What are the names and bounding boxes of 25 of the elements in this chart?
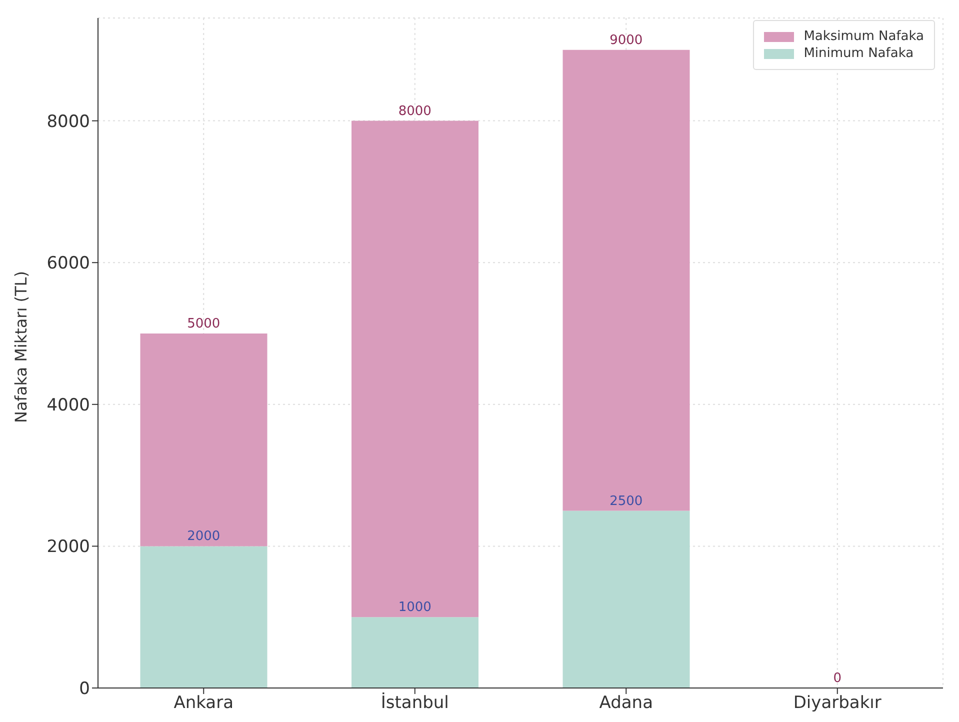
legend-label: Minimum Nafaka <box>804 46 914 61</box>
bar <box>352 120 478 618</box>
data-label: 2500 <box>610 494 643 509</box>
x-tick-label: Diyarbakır <box>793 693 882 714</box>
bar <box>562 50 690 511</box>
bar <box>562 510 690 688</box>
legend-label: Maksimum Nafaka <box>804 29 924 44</box>
total-label: 0 <box>833 671 842 686</box>
y-tick-label: 2000 <box>46 537 90 558</box>
total-label: 9000 <box>610 32 643 48</box>
bar <box>140 334 268 546</box>
y-tick-label: 4000 <box>46 395 90 416</box>
x-tick-label: İstanbul <box>380 692 449 714</box>
y-tick-label: 6000 <box>46 254 90 274</box>
bar <box>140 546 268 688</box>
x-tick-label: Adana <box>599 693 653 714</box>
data-label: 1000 <box>398 600 432 616</box>
y-tick-label: 8000 <box>46 112 90 132</box>
y-tick-label: 0 <box>79 679 90 700</box>
data-label: 2000 <box>187 529 220 544</box>
bar <box>352 617 478 688</box>
total-label: 8000 <box>398 104 432 119</box>
total-label: 5000 <box>187 316 220 332</box>
x-tick-label: Ankara <box>174 693 234 714</box>
y-axis-title: Nafaka Miktarı (TL) <box>12 271 31 423</box>
